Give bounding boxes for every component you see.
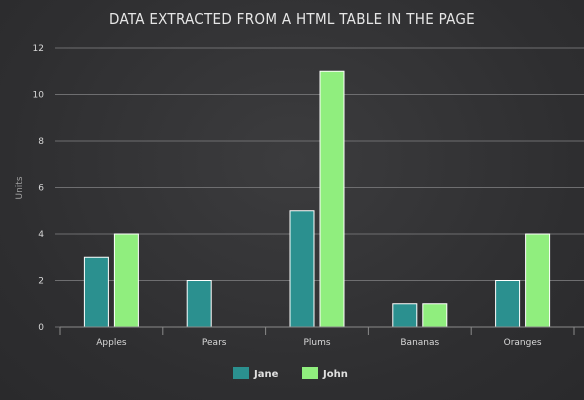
legend[interactable]: Jane John [233,367,348,380]
bar-jane-pears[interactable] [186,280,212,328]
x-tick-label: Apples [96,338,127,348]
bar-john-apples[interactable] [113,233,139,328]
chart-title: DATA EXTRACTED FROM A HTML TABLE IN THE … [109,10,475,28]
y-tick-label: 6 [38,184,44,194]
legend-label: John [322,369,348,380]
y-tick-label: 0 [38,323,44,333]
y-axis-label: Units [15,176,25,199]
bar-john-oranges[interactable] [525,233,551,328]
bar-jane-bananas[interactable] [392,303,418,328]
x-tick-label: Oranges [504,338,542,348]
bar-john-plums[interactable] [319,70,345,328]
y-tick-label: 2 [38,277,44,287]
bar-jane-plums[interactable] [289,210,315,328]
x-tick-label: Bananas [400,338,439,348]
y-tick-label: 8 [38,137,44,147]
x-tick-label: Pears [202,338,227,348]
legend-item-john[interactable]: John [302,367,348,380]
x-axis: Apples Pears Plums Bananas Oranges [59,326,584,348]
y-tick-label: 10 [33,91,45,101]
y-axis-ticks: 0 2 4 6 8 10 12 [33,44,45,333]
x-tick-label: Plums [303,338,330,348]
bar-jane-oranges[interactable] [495,280,521,328]
y-tick-label: 4 [38,230,44,240]
y-tick-label: 12 [33,44,44,54]
bars [83,70,551,328]
legend-label: Jane [253,369,279,380]
bar-jane-apples[interactable] [83,256,109,328]
bar-john-bananas[interactable] [422,303,448,328]
legend-swatch [302,367,318,379]
legend-swatch [233,367,249,379]
legend-item-jane[interactable]: Jane [233,367,279,380]
